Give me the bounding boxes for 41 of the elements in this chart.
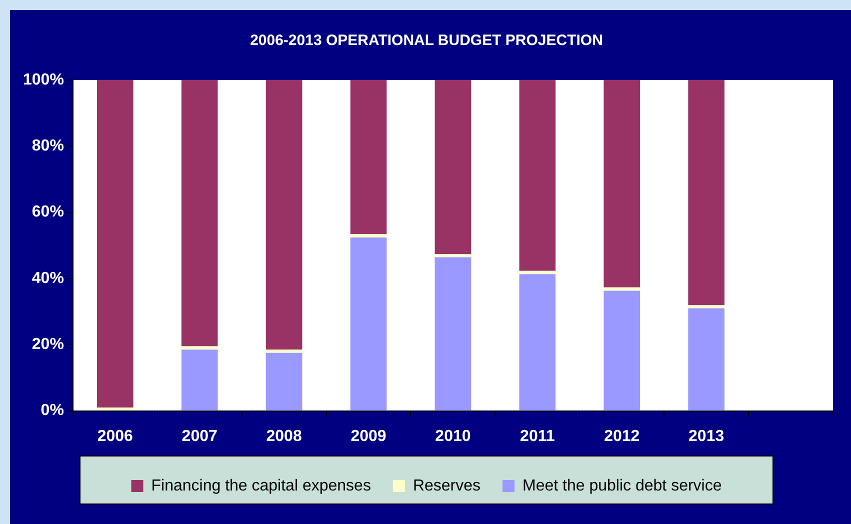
bar <box>688 308 724 410</box>
bar <box>96 407 134 410</box>
bar <box>519 274 556 410</box>
bar <box>181 346 218 350</box>
y-tick-label: 100% <box>23 71 64 88</box>
bar <box>266 80 302 350</box>
legend-label: Financing the capital expenses <box>151 477 371 494</box>
x-tick-label: 2009 <box>350 428 386 445</box>
legend-label: Reserves <box>412 477 481 494</box>
bar <box>96 80 134 408</box>
bar <box>519 270 556 274</box>
bar <box>604 290 640 410</box>
bar <box>688 80 724 305</box>
bar <box>181 350 218 410</box>
bar <box>519 80 556 271</box>
bar <box>350 237 387 410</box>
x-tick-label: 2010 <box>435 428 471 445</box>
x-tick-label: 2006 <box>97 428 134 445</box>
bar <box>434 80 472 254</box>
x-tick-label: 2012 <box>604 428 640 445</box>
x-tick-label: 2008 <box>266 428 302 445</box>
y-tick-label: 80% <box>32 138 64 155</box>
x-tick-label: 2007 <box>182 428 218 445</box>
bar <box>434 254 472 258</box>
bar <box>266 352 302 410</box>
chart-title: 2006-2013 OPERATIONAL BUDGET PROJECTION <box>250 32 603 50</box>
bar <box>181 80 218 346</box>
x-tick-label: 2013 <box>688 428 724 445</box>
legend-label: Meet the public debt service <box>522 477 722 494</box>
bar <box>266 350 302 353</box>
bar <box>688 304 724 308</box>
y-tick-label: 60% <box>32 204 64 221</box>
y-tick-label: 20% <box>32 336 64 354</box>
bar <box>350 234 387 238</box>
x-tick-label: 2011 <box>520 428 555 445</box>
bar <box>604 287 640 291</box>
bar <box>604 80 640 288</box>
bar <box>434 257 472 410</box>
bar <box>350 80 387 234</box>
y-tick-label: 0% <box>40 402 64 420</box>
y-tick-label: 40% <box>32 270 64 287</box>
